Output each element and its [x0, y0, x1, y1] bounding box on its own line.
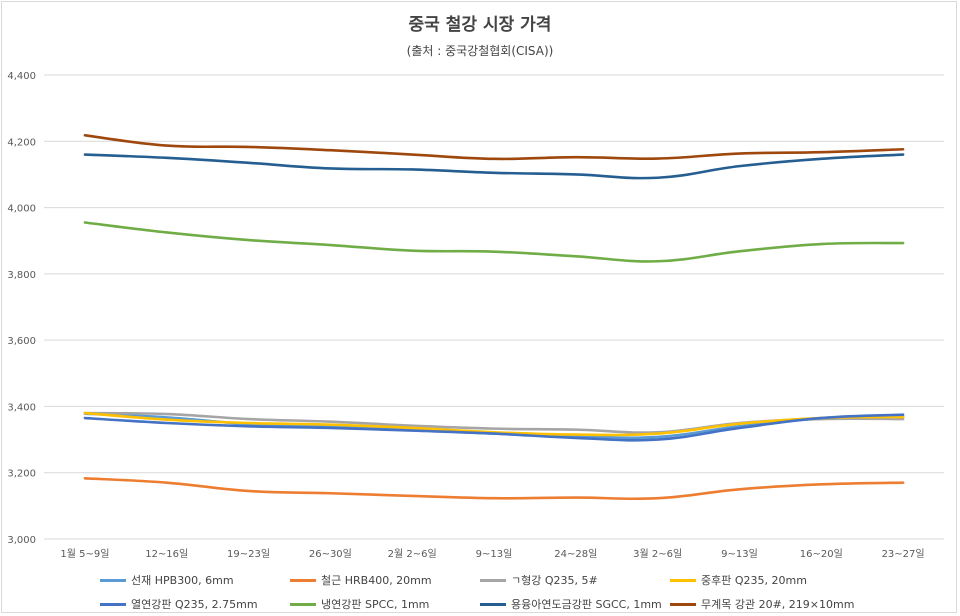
y-tick-label: 3,200: [7, 469, 36, 480]
legend-label: 중후판 Q235, 20mm: [701, 574, 807, 587]
gridlines: [44, 74, 944, 540]
x-tick-label: 12~16일: [145, 548, 188, 560]
x-tick-label: 9~13일: [721, 548, 758, 560]
legend-item: 열연강판 Q235, 2.75mm: [100, 596, 290, 612]
x-tick-label: 23~27일: [882, 548, 925, 560]
legend-item: 철근 HRB400, 20mm: [290, 572, 480, 588]
y-tick-label: 3,800: [7, 270, 36, 281]
x-tick-label: 26~30일: [309, 548, 352, 560]
y-tick-label: 3,600: [7, 336, 36, 347]
series-line-4: [83, 413, 905, 442]
legend-label: 냉연강판 SPCC, 1mm: [321, 598, 430, 611]
x-tick-label: 2월 2~6일: [388, 548, 437, 560]
series-line-5: [83, 221, 905, 263]
legend-swatch: [290, 602, 316, 606]
legend-label: 열연강판 Q235, 2.75mm: [131, 598, 258, 611]
x-tick-label: 16~20일: [800, 548, 843, 560]
legend-swatch: [480, 578, 506, 582]
y-tick-label: 4,200: [7, 137, 36, 148]
y-tick-label: 3,400: [7, 402, 36, 413]
legend-swatch: [290, 578, 316, 582]
y-tick-label: 4,400: [7, 71, 36, 82]
legend-swatch: [670, 602, 696, 606]
x-tick-label: 19~23일: [227, 548, 270, 560]
legend-label: 무계목 강관 20#, 219×10mm: [701, 598, 855, 611]
series-lines: [83, 134, 905, 501]
legend-item: ㄱ형강 Q235, 5#: [480, 572, 670, 588]
legend-swatch: [670, 578, 696, 582]
x-axis-tick-labels: 1월 5~9일 12~16일 19~23일 26~30일 2월 2~6일 9~13일 24~…: [60, 548, 924, 560]
legend-swatch: [480, 602, 506, 606]
series-line-1: [83, 477, 905, 501]
y-tick-label: 4,000: [7, 204, 36, 215]
legend-label: 용융아연도금강판 SGCC, 1mm: [511, 598, 662, 611]
chart-subtitle: (출처 : 중국강철협회(CISA)): [406, 44, 554, 58]
series-line-3: [83, 411, 905, 437]
legend-swatch: [100, 578, 126, 582]
y-tick-label: 3,000: [7, 535, 36, 546]
legend-item: 냉연강판 SPCC, 1mm: [290, 596, 480, 612]
x-tick-label: 3월 2~6일: [633, 548, 682, 560]
x-tick-label: 1월 5~9일: [60, 548, 109, 560]
legend-label: ㄱ형강 Q235, 5#: [511, 574, 598, 587]
legend-item: 선재 HPB300, 6mm: [100, 572, 290, 588]
legend-label: 선재 HPB300, 6mm: [131, 574, 234, 587]
y-axis-tick-labels: 3,000 3,200 3,400 3,600 3,800 4,000 4,200 4,400: [7, 71, 36, 546]
chart-legend: 선재 HPB300, 6mm 철근 HRB400, 20mm ㄱ형강 Q235, 5…: [100, 572, 860, 612]
legend-item: 중후판 Q235, 20mm: [670, 572, 860, 588]
legend-swatch: [100, 602, 126, 606]
legend-item: 무계목 강관 20#, 219×10mm: [670, 596, 860, 612]
legend-label: 철근 HRB400, 20mm: [321, 574, 432, 587]
chart-title: 중국 철강 시장 가격: [408, 15, 552, 35]
x-tick-label: 9~13일: [476, 548, 513, 560]
series-line-6: [83, 153, 905, 180]
series-line-7: [83, 134, 905, 161]
x-tick-label: 24~28일: [554, 548, 597, 560]
legend-item: 용융아연도금강판 SGCC, 1mm: [480, 596, 670, 612]
